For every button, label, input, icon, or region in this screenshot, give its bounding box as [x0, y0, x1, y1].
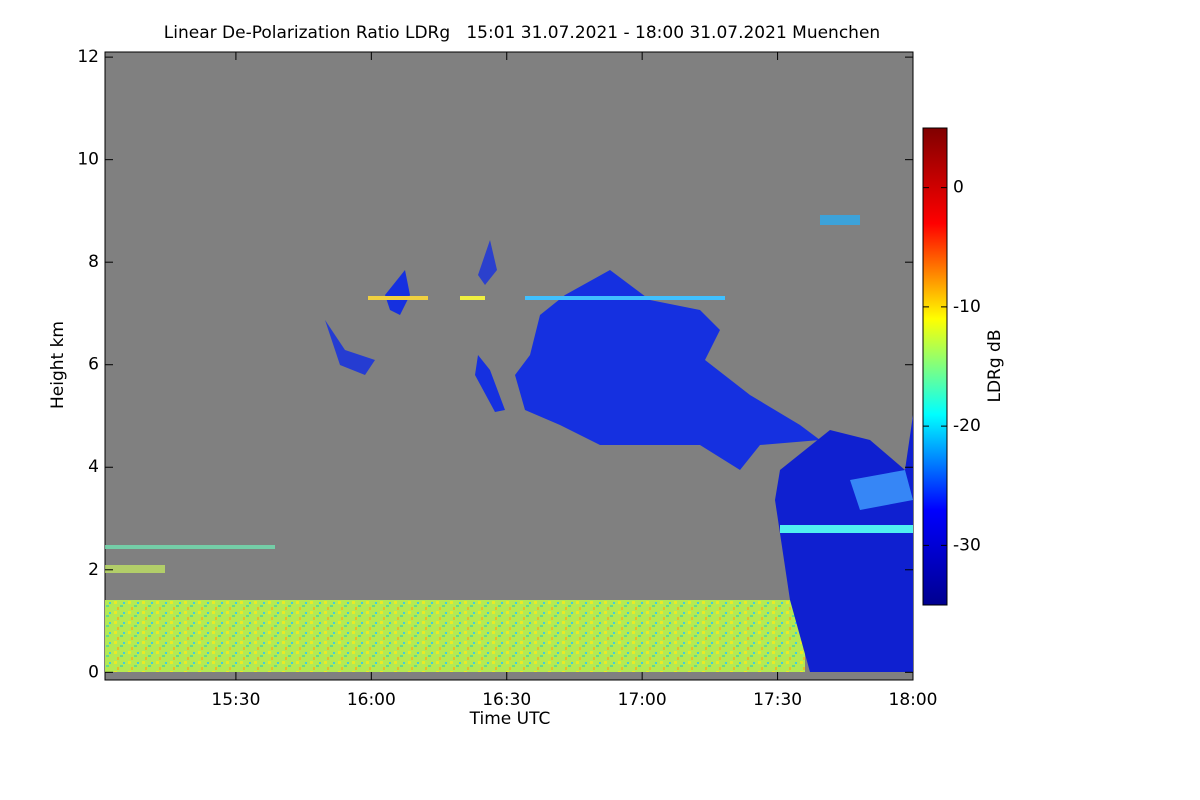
colorbar-label: LDRg dB — [985, 329, 1005, 402]
y-tick-label: 0 — [88, 662, 99, 682]
colorbar-tick-label: -10 — [953, 297, 981, 317]
x-tick-label: 16:30 — [482, 690, 531, 710]
y-tick-label: 2 — [88, 560, 99, 580]
y-tick-label: 4 — [88, 457, 99, 477]
colorbar-tick-label: 0 — [953, 178, 964, 198]
heatmap-features — [105, 215, 913, 672]
y-tick-label: 8 — [88, 252, 99, 272]
plot-area — [104, 51, 914, 681]
colorbar-tick-label: -30 — [953, 535, 981, 555]
y-tick-label: 12 — [77, 47, 99, 67]
colorbar — [922, 127, 948, 606]
x-tick-label: 16:00 — [347, 690, 396, 710]
x-axis-label: Time UTC — [469, 709, 551, 729]
x-tick-label: 17:00 — [618, 690, 667, 710]
y-tick-label: 6 — [88, 355, 99, 375]
x-tick-label: 18:00 — [889, 690, 938, 710]
x-tick-label: 17:30 — [753, 690, 802, 710]
y-tick-label: 10 — [77, 150, 99, 170]
y-axis-label: Height km — [48, 321, 68, 409]
colorbar-tick-label: -20 — [953, 416, 981, 436]
chart-title: Linear De-Polarization Ratio LDRg 15:01 … — [164, 23, 880, 43]
x-tick-label: 15:30 — [211, 690, 260, 710]
